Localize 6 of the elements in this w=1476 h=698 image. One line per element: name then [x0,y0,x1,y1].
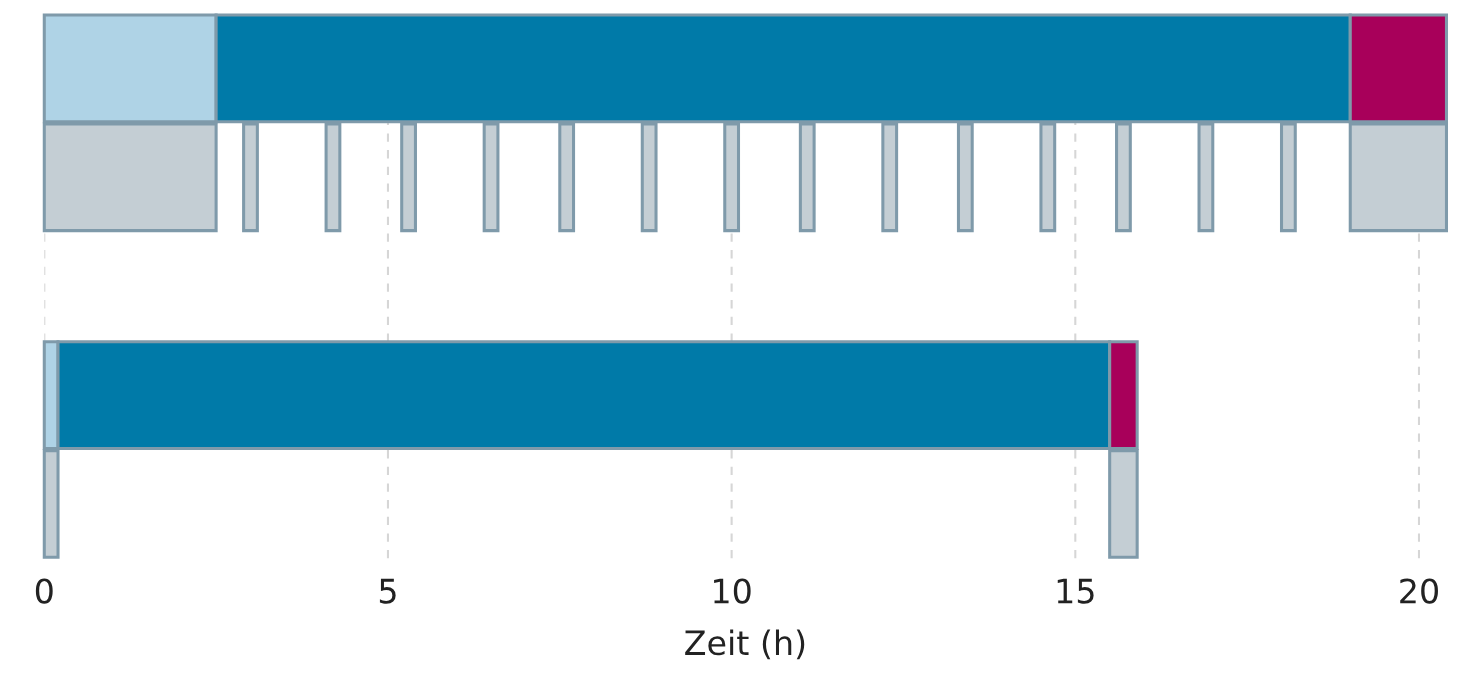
x-tick-label: 20 [1400,578,1438,604]
x-tick-label: 0 [35,578,53,604]
x-axis-title: Zeit (h) [685,629,805,660]
x-tick-label: 10 [714,578,751,604]
x-tick-label: 5 [379,578,396,604]
x-tick-label: 15 [1057,578,1094,604]
